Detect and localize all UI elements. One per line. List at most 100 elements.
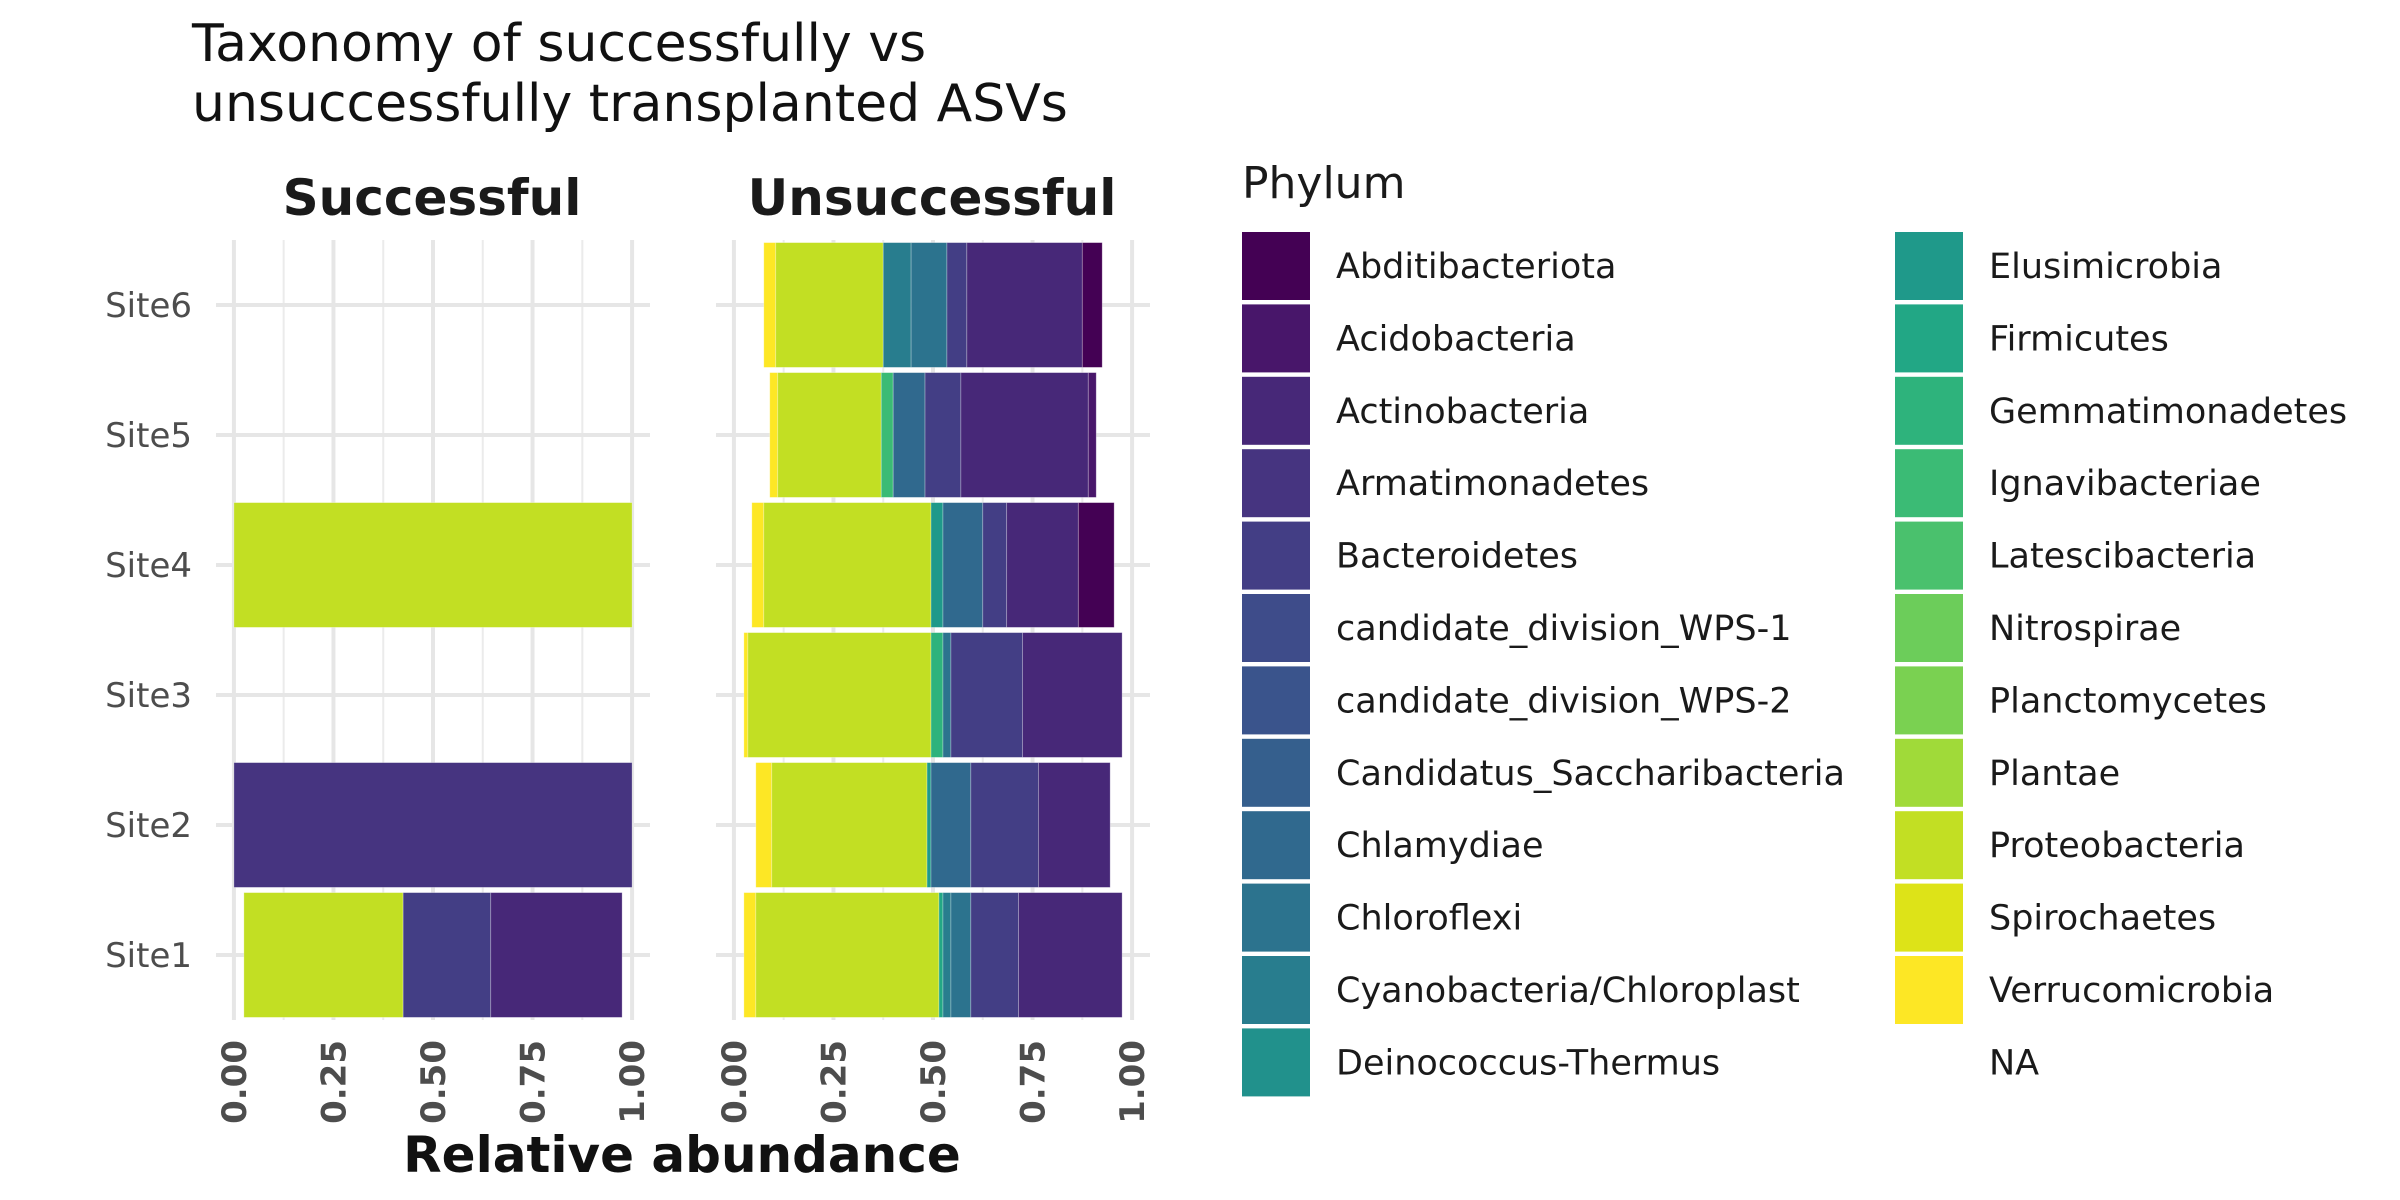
bar-segment-site3-actinobacteria — [1022, 632, 1123, 758]
bar-segment-site4-proteobacteria — [763, 502, 932, 628]
legend-label: Bacteroidetes — [1336, 537, 1578, 577]
bar-segment-site2-verrucomicrobia — [755, 762, 773, 888]
legend-label: Deinococcus-Thermus — [1336, 1043, 1720, 1083]
legend-swatch — [1895, 449, 1963, 518]
bar-segment-site1-bacteroidetes — [402, 892, 492, 1018]
legend-swatch — [1242, 594, 1310, 662]
legend-item: NA — [1895, 1028, 2039, 1097]
legend-swatch — [1242, 521, 1310, 590]
bar-segment-site3-chloroflexi — [942, 632, 952, 758]
legend-label: Cyanobacteria/Chloroplast — [1336, 971, 1800, 1011]
x-tick-label: 0.50 — [914, 1040, 954, 1124]
y-tick-label-site1: Site1 — [105, 936, 192, 976]
bar-segment-site5-acidobacteria — [1087, 372, 1097, 498]
panel-successful: Successful 0.00 0.25 0.50 0.75 1.00 — [215, 169, 653, 1124]
legend-swatch — [1242, 956, 1310, 1024]
legend-swatch — [1242, 883, 1310, 952]
legend-item: Proteobacteria — [1895, 811, 2245, 880]
legend-item: Armatimonadetes — [1242, 449, 1649, 518]
legend-item: Cyanobacteria/Chloroplast — [1242, 956, 1800, 1024]
legend-title: Phylum — [1242, 158, 1405, 209]
y-tick-label-site6: Site6 — [105, 286, 192, 326]
x-axis-label: Relative abundance — [403, 1126, 961, 1184]
legend-item: Candidatus_Saccharibacteria — [1242, 738, 1845, 807]
bar-segment-site4-elusimicrobia — [930, 502, 944, 628]
bar-segment-site2-elusimicrobia — [926, 762, 932, 888]
legend-label: Proteobacteria — [1989, 826, 2245, 866]
x-tick-label: 0.75 — [1014, 1040, 1054, 1124]
legend-item: Chloroflexi — [1242, 883, 1522, 952]
legend-swatch — [1242, 738, 1310, 807]
legend-item: Spirochaetes — [1895, 883, 2216, 952]
legend-swatch — [1895, 304, 1963, 373]
legend-swatch — [1242, 376, 1310, 445]
x-tick-label: 1.00 — [1113, 1040, 1153, 1124]
panel-unsuccessful: Unsuccessful 0.00 0.25 0.50 0.75 1.00 — [715, 169, 1153, 1124]
bar-segment-site3-proteobacteria — [747, 632, 932, 758]
bar-segment-site3-verrucomicrobia — [743, 632, 749, 758]
bar-segment-site4-bacteroidetes — [982, 502, 1008, 628]
legend-label: Firmicutes — [1989, 319, 2169, 359]
bar-segment-site6-verrucomicrobia — [763, 242, 777, 368]
bar-segment-site1-proteobacteria — [243, 892, 404, 1018]
bar-segment-site2-chlamydiae — [930, 762, 972, 888]
legend-item: Acidobacteria — [1242, 304, 1576, 373]
x-tick-label: 1.00 — [613, 1040, 653, 1124]
legend-item: Chlamydiae — [1242, 811, 1544, 880]
bar-segment-site2-proteobacteria — [771, 762, 928, 888]
legend-swatch — [1895, 738, 1963, 807]
legend-label: candidate_division_WPS-1 — [1336, 609, 1792, 649]
legend-swatch — [1895, 521, 1963, 590]
legend-swatch — [1895, 232, 1963, 300]
legend-item: Deinococcus-Thermus — [1242, 1028, 1720, 1097]
bar-segment-site5-chlamydiae — [892, 372, 926, 498]
legend-swatch — [1895, 666, 1963, 735]
legend-label: Elusimicrobia — [1989, 247, 2222, 287]
x-tick-label: 0.50 — [414, 1040, 454, 1124]
bar-segment-site6-bacteroidetes — [946, 242, 968, 368]
legend-label: Nitrospirae — [1989, 609, 2181, 649]
legend-label: Chloroflexi — [1336, 899, 1522, 939]
bar-segment-site1-chloroflexi — [950, 892, 972, 1018]
bar-segment-site1-firmicutes — [938, 892, 944, 1018]
chart-title-line-1: Taxonomy of successfully vs — [192, 14, 927, 74]
legend-item: Gemmatimonadetes — [1895, 376, 2347, 445]
y-tick-label-site2: Site2 — [105, 806, 192, 846]
legend-label: Plantae — [1989, 754, 2120, 794]
legend-label: Spirochaetes — [1989, 899, 2216, 939]
panels-layer: Successful 0.00 0.25 0.50 0.75 1.00 Unsuccessf… — [105, 169, 1153, 1124]
bar-segment-site2-actinobacteria — [1038, 762, 1111, 888]
bar-segment-site3-gemmatimonadetes — [930, 632, 944, 758]
legend-swatch — [1242, 304, 1310, 373]
legend-item: candidate_division_WPS-2 — [1242, 666, 1792, 735]
legend-item: Elusimicrobia — [1895, 232, 2222, 300]
bar-segment-site1-verrucomicrobia — [743, 892, 757, 1018]
bar-segment-site4-chlamydiae — [942, 502, 984, 628]
bar-segment-site3-bacteroidetes — [950, 632, 1023, 758]
bar-segment-site6-abditibacteriota — [1081, 242, 1103, 368]
bar-segment-site2-armatimonadetes — [233, 762, 633, 888]
bar-segment-site6-actinobacteria — [966, 242, 1083, 368]
y-tick-label-site5: Site5 — [105, 416, 192, 456]
x-tick-label: 0.00 — [715, 1040, 755, 1124]
bar-segment-site4-actinobacteria — [1006, 502, 1079, 628]
bar-segment-site1-proteobacteria — [755, 892, 940, 1018]
legend-swatch — [1895, 1028, 1963, 1097]
x-tick-label: 0.00 — [215, 1040, 255, 1124]
bar-segment-site5-actinobacteria — [960, 372, 1089, 498]
legend-label: Latescibacteria — [1989, 537, 2256, 577]
bar-segment-site1-actinobacteria — [1018, 892, 1123, 1018]
panel-title-successful: Successful — [283, 169, 582, 227]
legend-swatch — [1242, 666, 1310, 735]
bar-segment-site4-verrucomicrobia — [751, 502, 765, 628]
x-tick-label: 0.25 — [314, 1040, 354, 1124]
legend-item: Abditibacteriota — [1242, 232, 1616, 300]
legend-label: Abditibacteriota — [1336, 247, 1616, 287]
legend-item: Plantae — [1895, 738, 2120, 807]
legend-label: Verrucomicrobia — [1989, 971, 2274, 1011]
legend-label: Acidobacteria — [1336, 319, 1576, 359]
chart-title: Taxonomy of successfully vs unsuccessful… — [192, 14, 1068, 134]
panel-title-unsuccessful: Unsuccessful — [748, 169, 1117, 227]
bar-segment-site1-bacteroidetes — [970, 892, 1020, 1018]
